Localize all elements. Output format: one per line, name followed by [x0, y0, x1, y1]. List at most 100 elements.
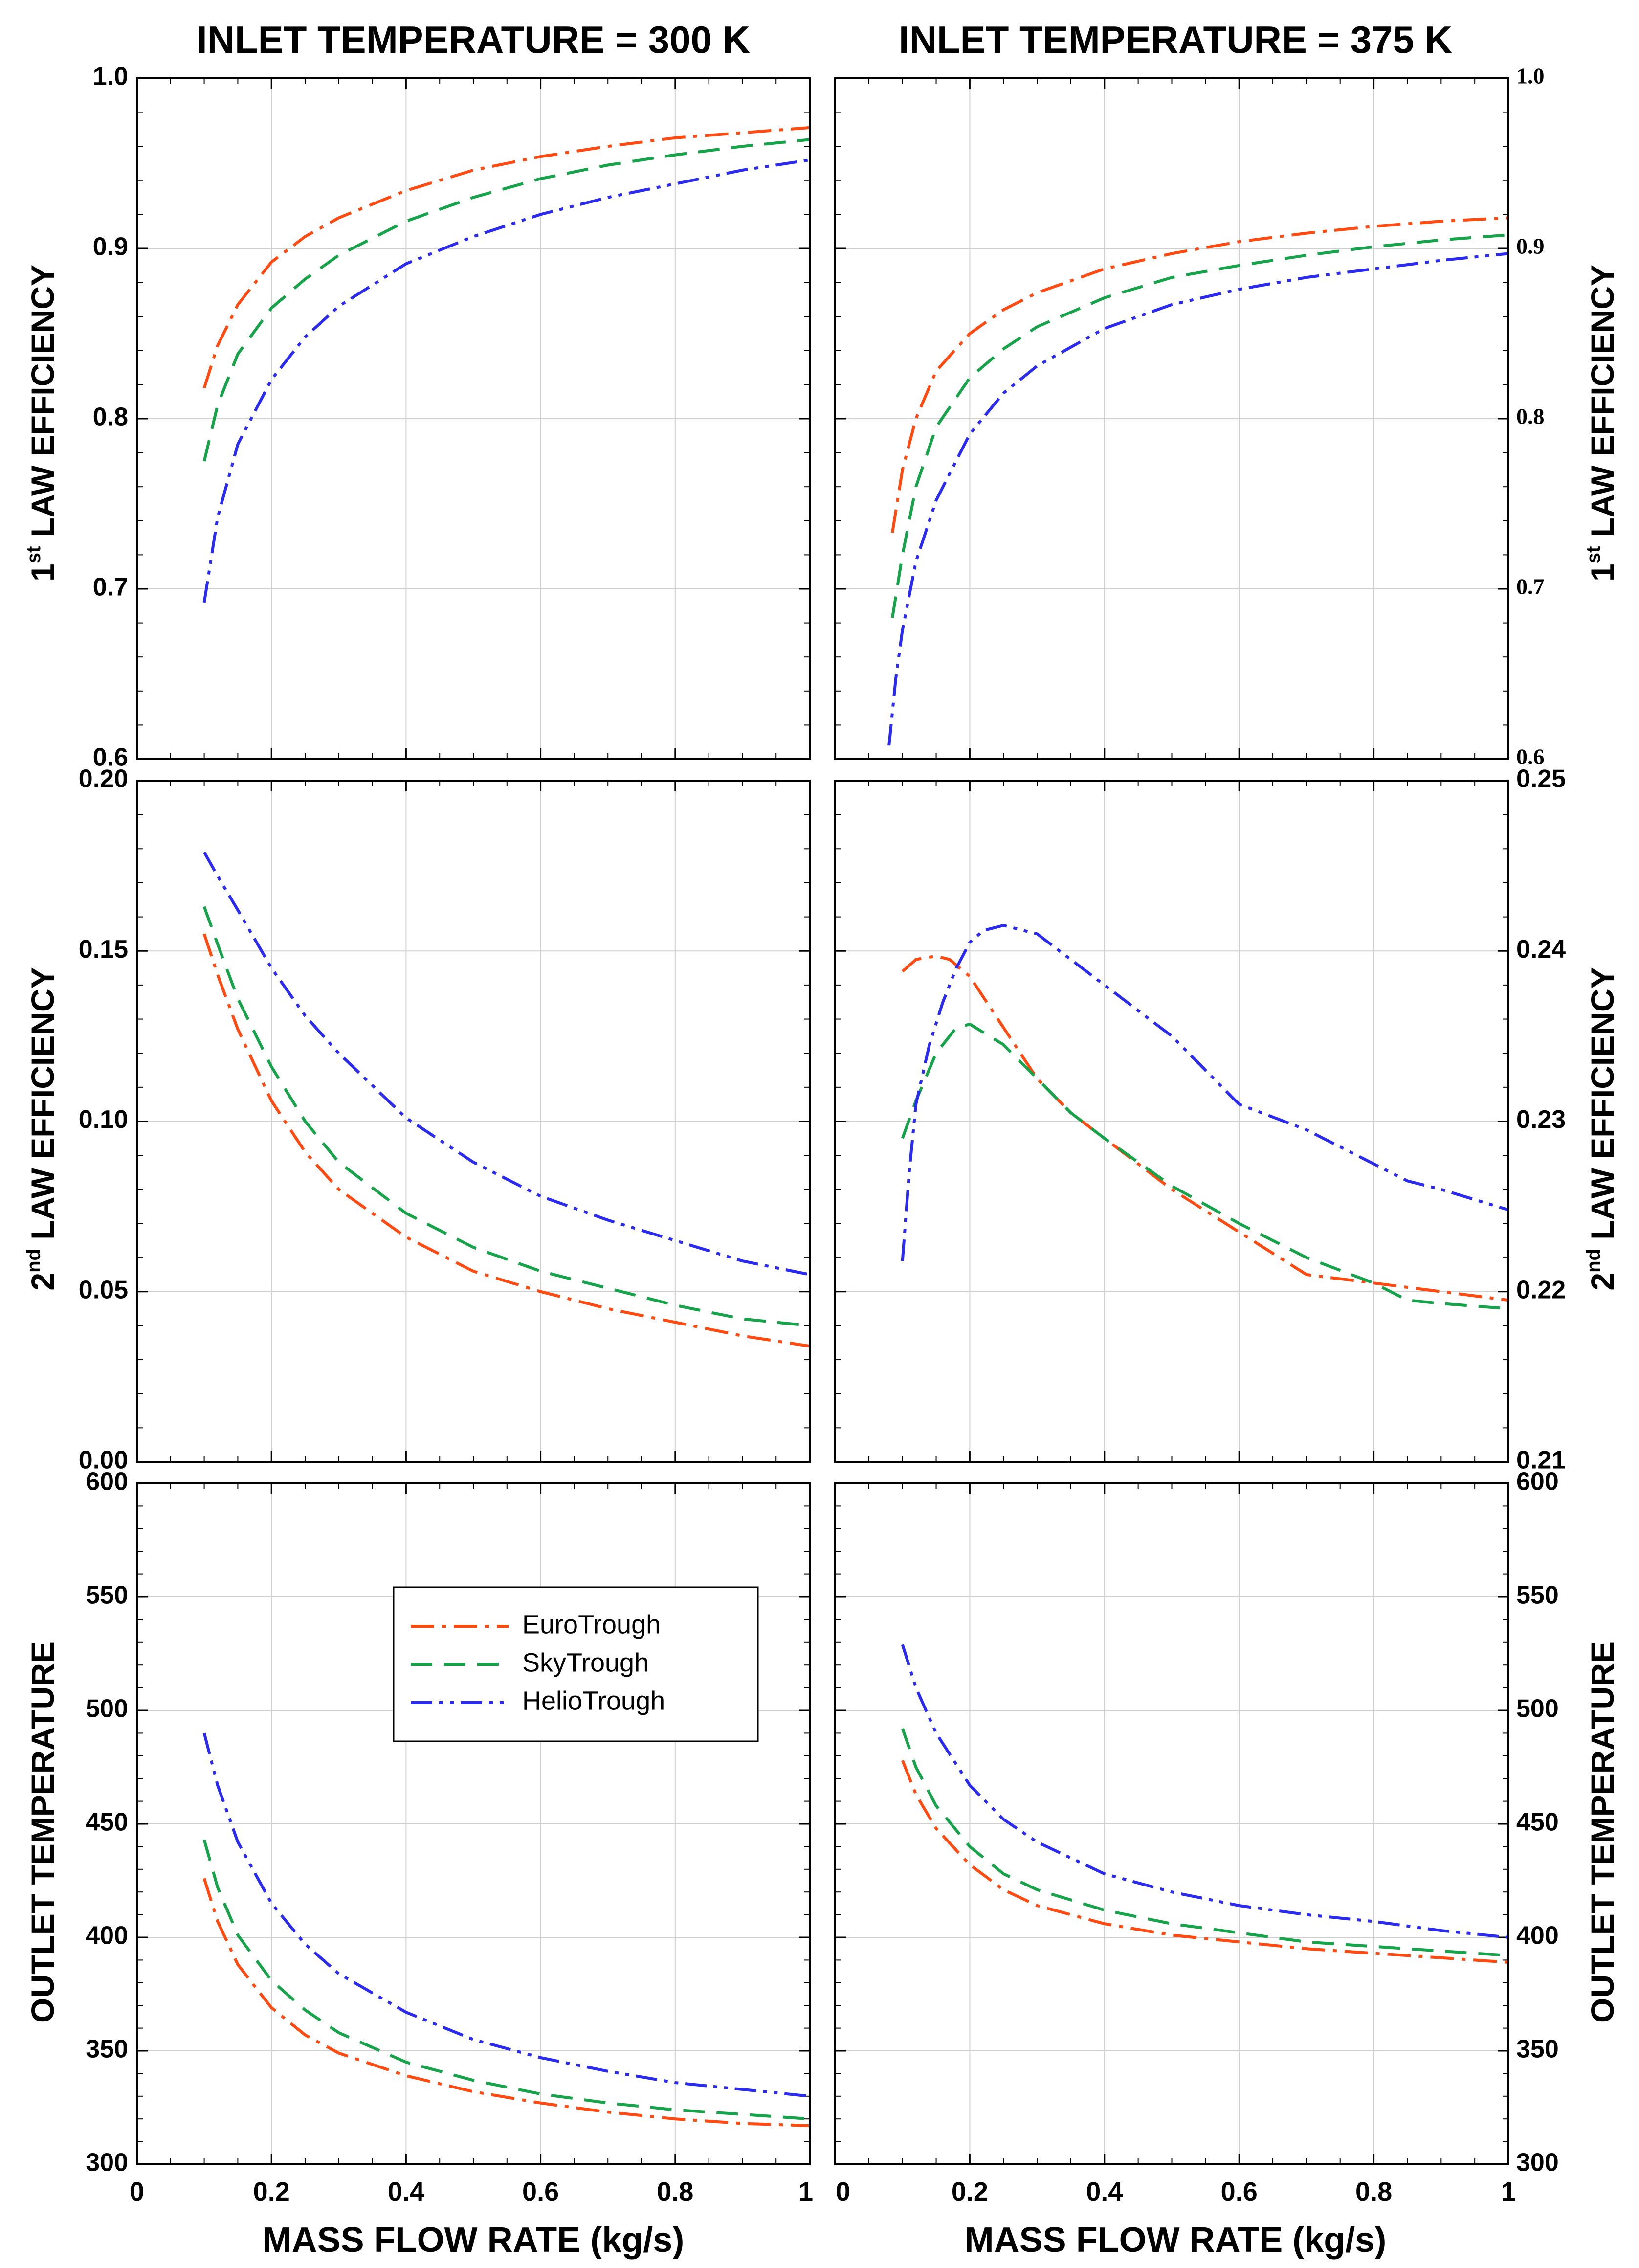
x-tick-label: 0.8 [657, 2177, 693, 2206]
y-tick-label: 400 [1516, 1922, 1559, 1950]
panel-r3c2: 300 350 400 450 500 550 600 0 0.2 0.4 0.6 0.8 1 [834, 1468, 1559, 2206]
y-tick-label: 0.25 [1516, 765, 1566, 793]
row-label-2r-main: 2 [1584, 1273, 1620, 1291]
y-tick-label: 0.15 [79, 935, 128, 964]
y-tick-label: 0.9 [93, 233, 128, 261]
y-tick-label: 550 [86, 1581, 128, 1610]
row-label-3-left: OUTLET TEMPERATURE [24, 1641, 61, 2023]
x-axis-label-left: MASS FLOW RATE (kg/s) [263, 2221, 685, 2260]
y-tick-label: 0.8 [1516, 404, 1545, 429]
series-line-skytrough [202, 906, 810, 1327]
y-tick-label: 350 [1516, 2035, 1559, 2064]
y-tick-label: 600 [86, 1468, 128, 1496]
series-line-eurotrough [202, 933, 810, 1348]
y-tick-label: 350 [86, 2035, 128, 2064]
series-line-skytrough [891, 233, 1509, 618]
svg-text:1st LAW EFFICIENCY: 1st LAW EFFICIENCY [1583, 265, 1620, 582]
series-line-skytrough [202, 138, 810, 462]
series-line-heliotrough [202, 1732, 810, 2098]
y-tick-label: 0.24 [1516, 935, 1566, 964]
y-tick-label: 1.0 [1516, 64, 1545, 89]
y-tick-label: 0.6 [93, 743, 128, 772]
row-label-3r-text: OUTLET TEMPERATURE [1584, 1641, 1620, 2023]
x-tick-label: 0.4 [1086, 2177, 1123, 2206]
row-label-2r-sup: nd [1583, 1249, 1604, 1273]
y-tick-label: 300 [1516, 2149, 1559, 2177]
panel-frame [136, 780, 811, 1463]
y-tick-label: 500 [1516, 1695, 1559, 1723]
series-line-eurotrough [891, 216, 1509, 533]
panels: 0.6 0.7 0.8 0.9 1.0 0.6 0.7 0.8 0.9 1.0 0.00 0.05 0.… [79, 63, 1566, 2206]
row-label-2-right: 2nd LAW EFFICIENCY [1583, 967, 1620, 1290]
row-label-2-sup: nd [23, 1249, 44, 1273]
y-tick-label: 500 [86, 1695, 128, 1723]
y-tick-label: 0.23 [1516, 1105, 1566, 1134]
panel-frame [834, 1482, 1509, 2165]
x-tick-label: 0.2 [952, 2177, 988, 2206]
y-tick-label: 400 [86, 1922, 128, 1950]
legend-label-skytrough: SkyTrough [522, 1648, 649, 1677]
column-title-right: INLET TEMPERATURE = 375 K [899, 18, 1452, 61]
panel-r1c1: 0.6 0.7 0.8 0.9 1.0 [93, 63, 811, 772]
y-tick-label: 0.6 [1516, 744, 1545, 769]
y-tick-label: 300 [86, 2149, 128, 2177]
row-label-1-sup: st [23, 546, 44, 564]
svg-text:2nd LAW EFFICIENCY: 2nd LAW EFFICIENCY [1583, 967, 1620, 1290]
x-tick-label: 1 [798, 2177, 813, 2206]
row-label-1r-sup: st [1583, 546, 1604, 564]
x-tick-label: 0.4 [388, 2177, 424, 2206]
panel-frame [136, 77, 811, 760]
x-tick-label: 0.2 [253, 2177, 290, 2206]
series-line-eurotrough [202, 1878, 810, 2128]
y-tick-label: 0.8 [93, 403, 128, 431]
y-tick-label: 450 [86, 1808, 128, 1837]
y-tick-label: 0.21 [1516, 1446, 1566, 1475]
series-line-heliotrough [887, 252, 1509, 746]
x-tick-label: 0.8 [1355, 2177, 1392, 2206]
row-label-1-right: 1st LAW EFFICIENCY [1583, 265, 1620, 582]
row-label-2-main: 2 [24, 1273, 61, 1291]
panel-frame [136, 1482, 811, 2165]
series-line-heliotrough [901, 924, 1509, 1261]
x-tick-label: 0.6 [1221, 2177, 1258, 2206]
row-label-1r-main: 1 [1584, 563, 1620, 582]
row-label-1-left: 1st LAW EFFICIENCY [23, 265, 61, 582]
y-tick-label: 0.05 [79, 1276, 128, 1304]
column-title-left: INLET TEMPERATURE = 300 K [197, 18, 750, 61]
x-tick-label: 0 [130, 2177, 144, 2206]
row-label-1r-rest: LAW EFFICIENCY [1584, 265, 1620, 546]
series-line-eurotrough [901, 1759, 1509, 1964]
panel-r2c2: 0.21 0.22 0.23 0.24 0.25 [834, 765, 1566, 1475]
y-tick-label: 0.7 [93, 573, 128, 602]
row-label-1-main: 1 [24, 563, 61, 582]
svg-text:1st LAW EFFICIENCY: 1st LAW EFFICIENCY [23, 265, 61, 582]
row-label-1-rest: LAW EFFICIENCY [24, 265, 61, 546]
panel-frame [834, 77, 1509, 760]
panel-r3c1: 300 350 400 450 500 550 600 0 0.2 0.4 0.6 0.8 1 [86, 1468, 813, 2206]
series-line-skytrough [901, 1023, 1509, 1310]
panel-r2c1: 0.00 0.05 0.10 0.15 0.20 [79, 765, 811, 1475]
y-tick-label: 0.9 [1516, 234, 1545, 259]
row-label-2-left: 2nd LAW EFFICIENCY [23, 967, 61, 1290]
legend-label-eurotrough: EuroTrough [522, 1610, 661, 1639]
series-line-skytrough [901, 1728, 1509, 1957]
y-tick-label: 0.00 [79, 1446, 128, 1475]
series-line-heliotrough [202, 158, 810, 603]
panel-r1c2: 0.6 0.7 0.8 0.9 1.0 [834, 64, 1545, 769]
series-line-heliotrough [202, 851, 810, 1276]
row-label-3-right: OUTLET TEMPERATURE [1584, 1641, 1620, 2023]
y-tick-label: 0.22 [1516, 1276, 1566, 1304]
y-tick-label: 550 [1516, 1581, 1559, 1610]
series-line-eurotrough [202, 126, 810, 389]
legend: EuroTrough SkyTrough HelioTrough [393, 1586, 759, 1742]
y-tick-label: 0.7 [1516, 574, 1545, 599]
y-tick-label: 450 [1516, 1808, 1559, 1837]
y-tick-label: 1.0 [93, 63, 128, 91]
row-label-3-text: OUTLET TEMPERATURE [24, 1641, 61, 2023]
panel-frame [834, 780, 1509, 1463]
y-tick-label: 0.10 [79, 1105, 128, 1134]
row-label-2r-rest: LAW EFFICIENCY [1584, 967, 1620, 1249]
x-tick-label: 0.6 [522, 2177, 559, 2206]
legend-items: EuroTrough SkyTrough HelioTrough [411, 1610, 665, 1715]
